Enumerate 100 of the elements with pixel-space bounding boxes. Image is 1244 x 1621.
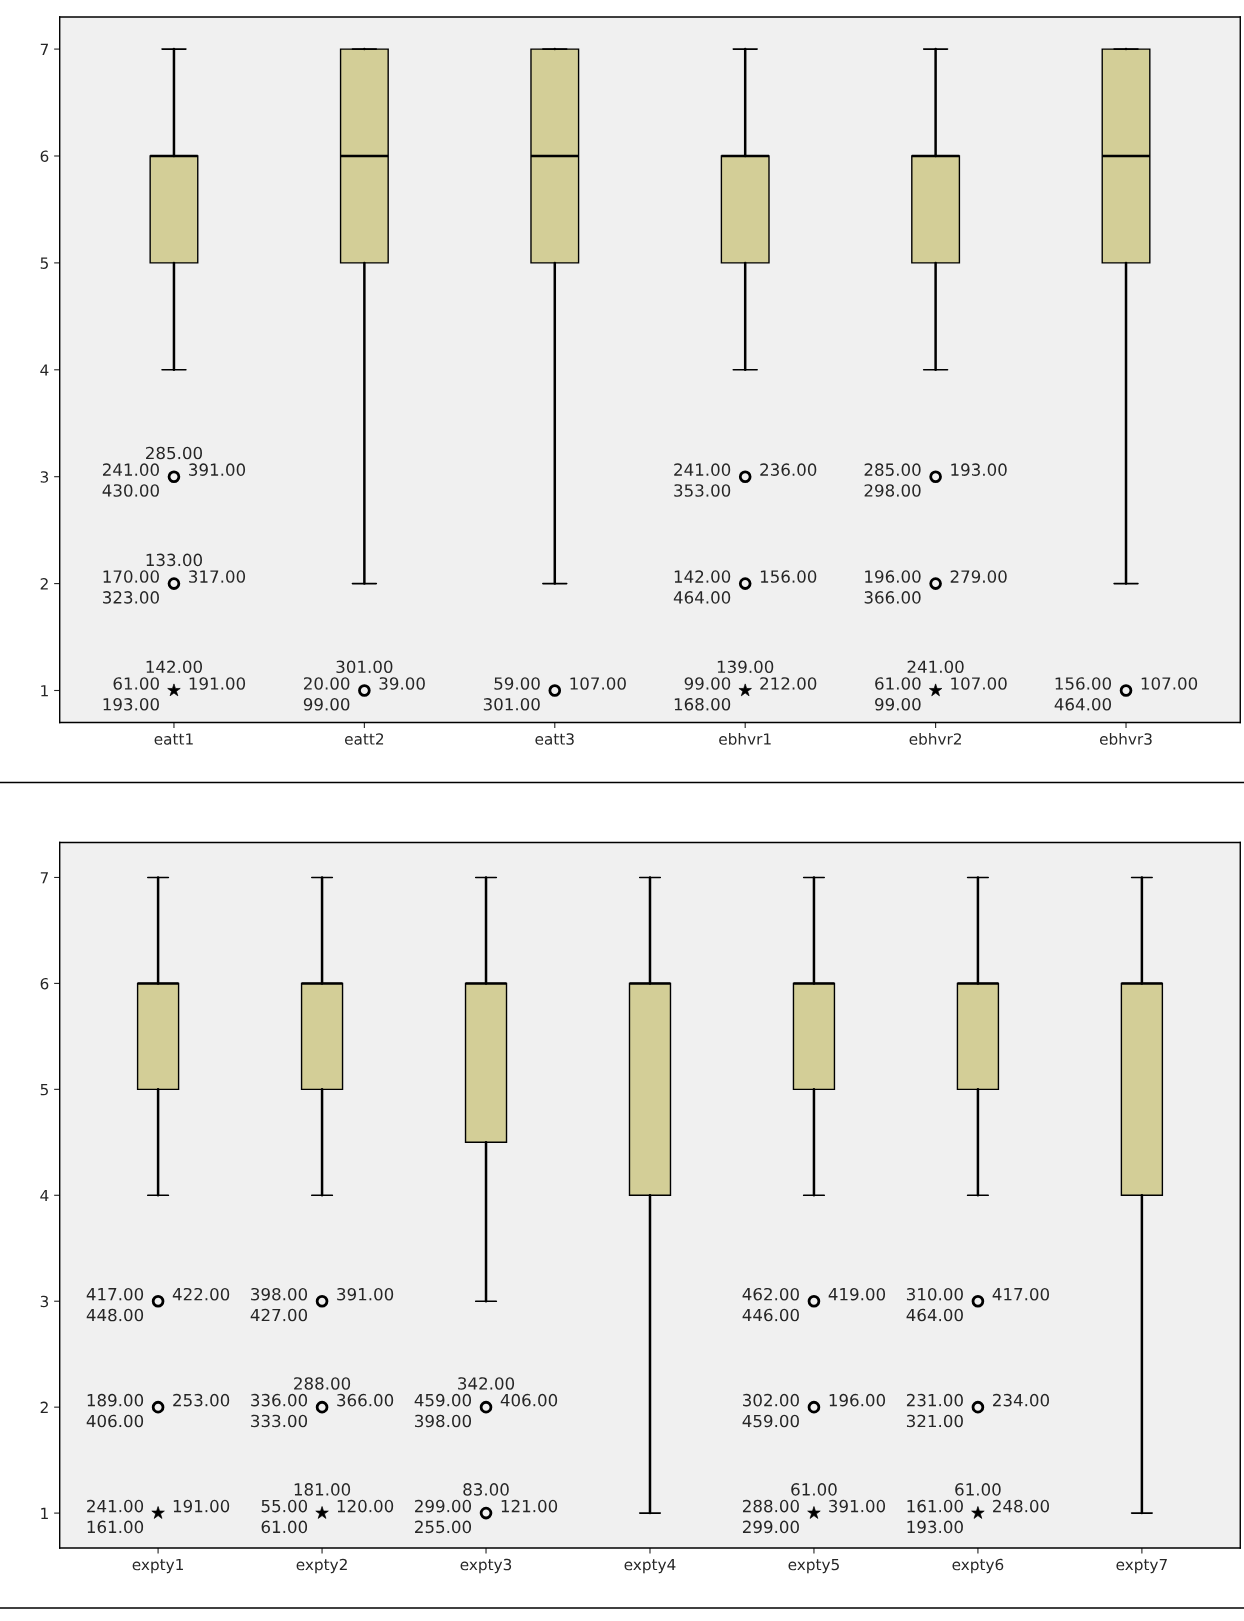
annotation: 333.00	[251, 1414, 308, 1428]
y-tick-label: 3	[40, 1295, 49, 1308]
annotation: 310.00	[906, 1287, 963, 1301]
x-tick-label: eatt1	[154, 733, 193, 745]
annotation: 133.00	[146, 553, 203, 567]
y-tick-label: 2	[40, 578, 48, 590]
annotation: 253.00	[173, 1393, 230, 1407]
annotation: 61.00	[113, 677, 159, 690]
annotation: 366.00	[337, 1393, 394, 1407]
y-tick-label: 4	[40, 1189, 49, 1202]
annotation: 342.00	[458, 1377, 515, 1390]
annotation: 236.00	[760, 463, 817, 476]
annotation: 241.00	[907, 660, 964, 674]
annotation: 391.00	[337, 1287, 394, 1301]
annotation: 255.00	[415, 1520, 472, 1534]
annotation: 99.00	[303, 698, 350, 711]
annotation: 61.00	[261, 1520, 308, 1534]
annotation: 321.00	[906, 1414, 963, 1428]
annotation: 61.00	[875, 677, 921, 690]
annotation: 193.00	[907, 1520, 963, 1534]
annotation: 121.00	[501, 1499, 558, 1513]
x-tick-label: expty4	[624, 1558, 676, 1574]
annotation: 398.00	[251, 1287, 308, 1301]
annotation: 299.00	[742, 1520, 799, 1534]
y-tick-label: 5	[40, 257, 48, 269]
annotation: 323.00	[103, 591, 159, 604]
x-tick-label: ebhvr3	[1099, 732, 1152, 745]
annotation: 241.00	[674, 463, 731, 476]
y-tick-label: 2	[40, 1401, 48, 1413]
annotation: 142.00	[146, 660, 203, 674]
annotation: 99.00	[875, 698, 921, 711]
annotation: 462.00	[742, 1287, 799, 1301]
annotation: 288.00	[294, 1377, 351, 1390]
x-tick-label: eatt3	[535, 733, 574, 745]
annotation: 317.00	[189, 570, 246, 583]
annotation: 430.00	[102, 484, 159, 497]
annotation: 391.00	[829, 1499, 886, 1513]
annotation: 302.00	[743, 1393, 799, 1407]
x-tick-label: expty2	[296, 1558, 347, 1574]
annotation: 241.00	[87, 1499, 144, 1513]
annotation: 285.00	[146, 446, 203, 460]
annotation: 285.00	[864, 463, 921, 476]
annotation: 446.00	[742, 1308, 799, 1322]
annotation: 212.00	[760, 677, 817, 690]
annotation: 139.00	[717, 660, 774, 674]
annotation: 301.00	[336, 660, 393, 674]
annotation: 83.00	[463, 1483, 509, 1496]
annotation: 448.00	[86, 1308, 144, 1322]
y-tick-label: 1	[41, 1507, 48, 1519]
annotation: 301.00	[483, 698, 540, 711]
annotation: 464.00	[906, 1308, 963, 1322]
annotation: 156.00	[1055, 677, 1112, 690]
annotation: 419.00	[828, 1287, 886, 1301]
y-tick-label: 6	[40, 977, 49, 990]
y-tick-label: 7	[40, 43, 48, 55]
annotation: 107.00	[951, 677, 1007, 690]
x-tick-label: expty1	[132, 1558, 183, 1574]
annotation: 299.00	[415, 1499, 472, 1513]
annotation: 234.00	[993, 1393, 1050, 1407]
annotation: 189.00	[87, 1393, 144, 1407]
annotation: 353.00	[674, 484, 731, 497]
x-tick-label: expty3	[460, 1558, 512, 1574]
annotation: 366.00	[864, 591, 921, 604]
annotation: 170.00	[103, 570, 159, 583]
annotation: 459.00	[414, 1393, 472, 1407]
annotation: 422.00	[172, 1287, 230, 1301]
annotation: 464.00	[1054, 698, 1112, 711]
y-tick-label: 5	[40, 1084, 48, 1096]
y-tick-label: 1	[41, 685, 48, 697]
annotation: 248.00	[993, 1499, 1050, 1513]
x-tick-label: ebhvr2	[909, 732, 961, 745]
annotation: 241.00	[102, 463, 159, 476]
annotation: 196.00	[829, 1393, 886, 1407]
annotation: 61.00	[791, 1483, 837, 1496]
annotation: 231.00	[906, 1393, 963, 1407]
annotation: 99.00	[684, 677, 731, 690]
annotation: 196.00	[865, 570, 921, 583]
annotation: 193.00	[103, 698, 159, 711]
annotation: 417.00	[86, 1287, 144, 1301]
annotation: 161.00	[907, 1499, 963, 1513]
x-tick-label: expty7	[1116, 1558, 1167, 1574]
annotation: 459.00	[742, 1414, 799, 1428]
annotation: 55.00	[261, 1499, 308, 1513]
y-tick-label: 4	[40, 364, 49, 376]
y-tick-label: 6	[40, 150, 49, 163]
annotation: 398.00	[415, 1414, 472, 1428]
x-tick-label: eatt2	[344, 733, 384, 745]
annotation: 191.00	[173, 1499, 230, 1513]
x-tick-label: expty5	[788, 1558, 839, 1574]
annotation: 107.00	[570, 677, 626, 690]
x-tick-label: ebhvr1	[719, 732, 771, 745]
annotation: 427.00	[250, 1308, 308, 1322]
annotation: 417.00	[992, 1287, 1050, 1301]
annotation: 464.00	[673, 591, 731, 604]
annotation: 142.00	[674, 570, 731, 583]
x-tick-label: expty6	[952, 1558, 1004, 1574]
annotation: 39.00	[379, 677, 425, 690]
annotation: 193.00	[951, 463, 1007, 476]
annotation: 20.00	[303, 677, 350, 690]
annotation: 161.00	[87, 1520, 144, 1534]
